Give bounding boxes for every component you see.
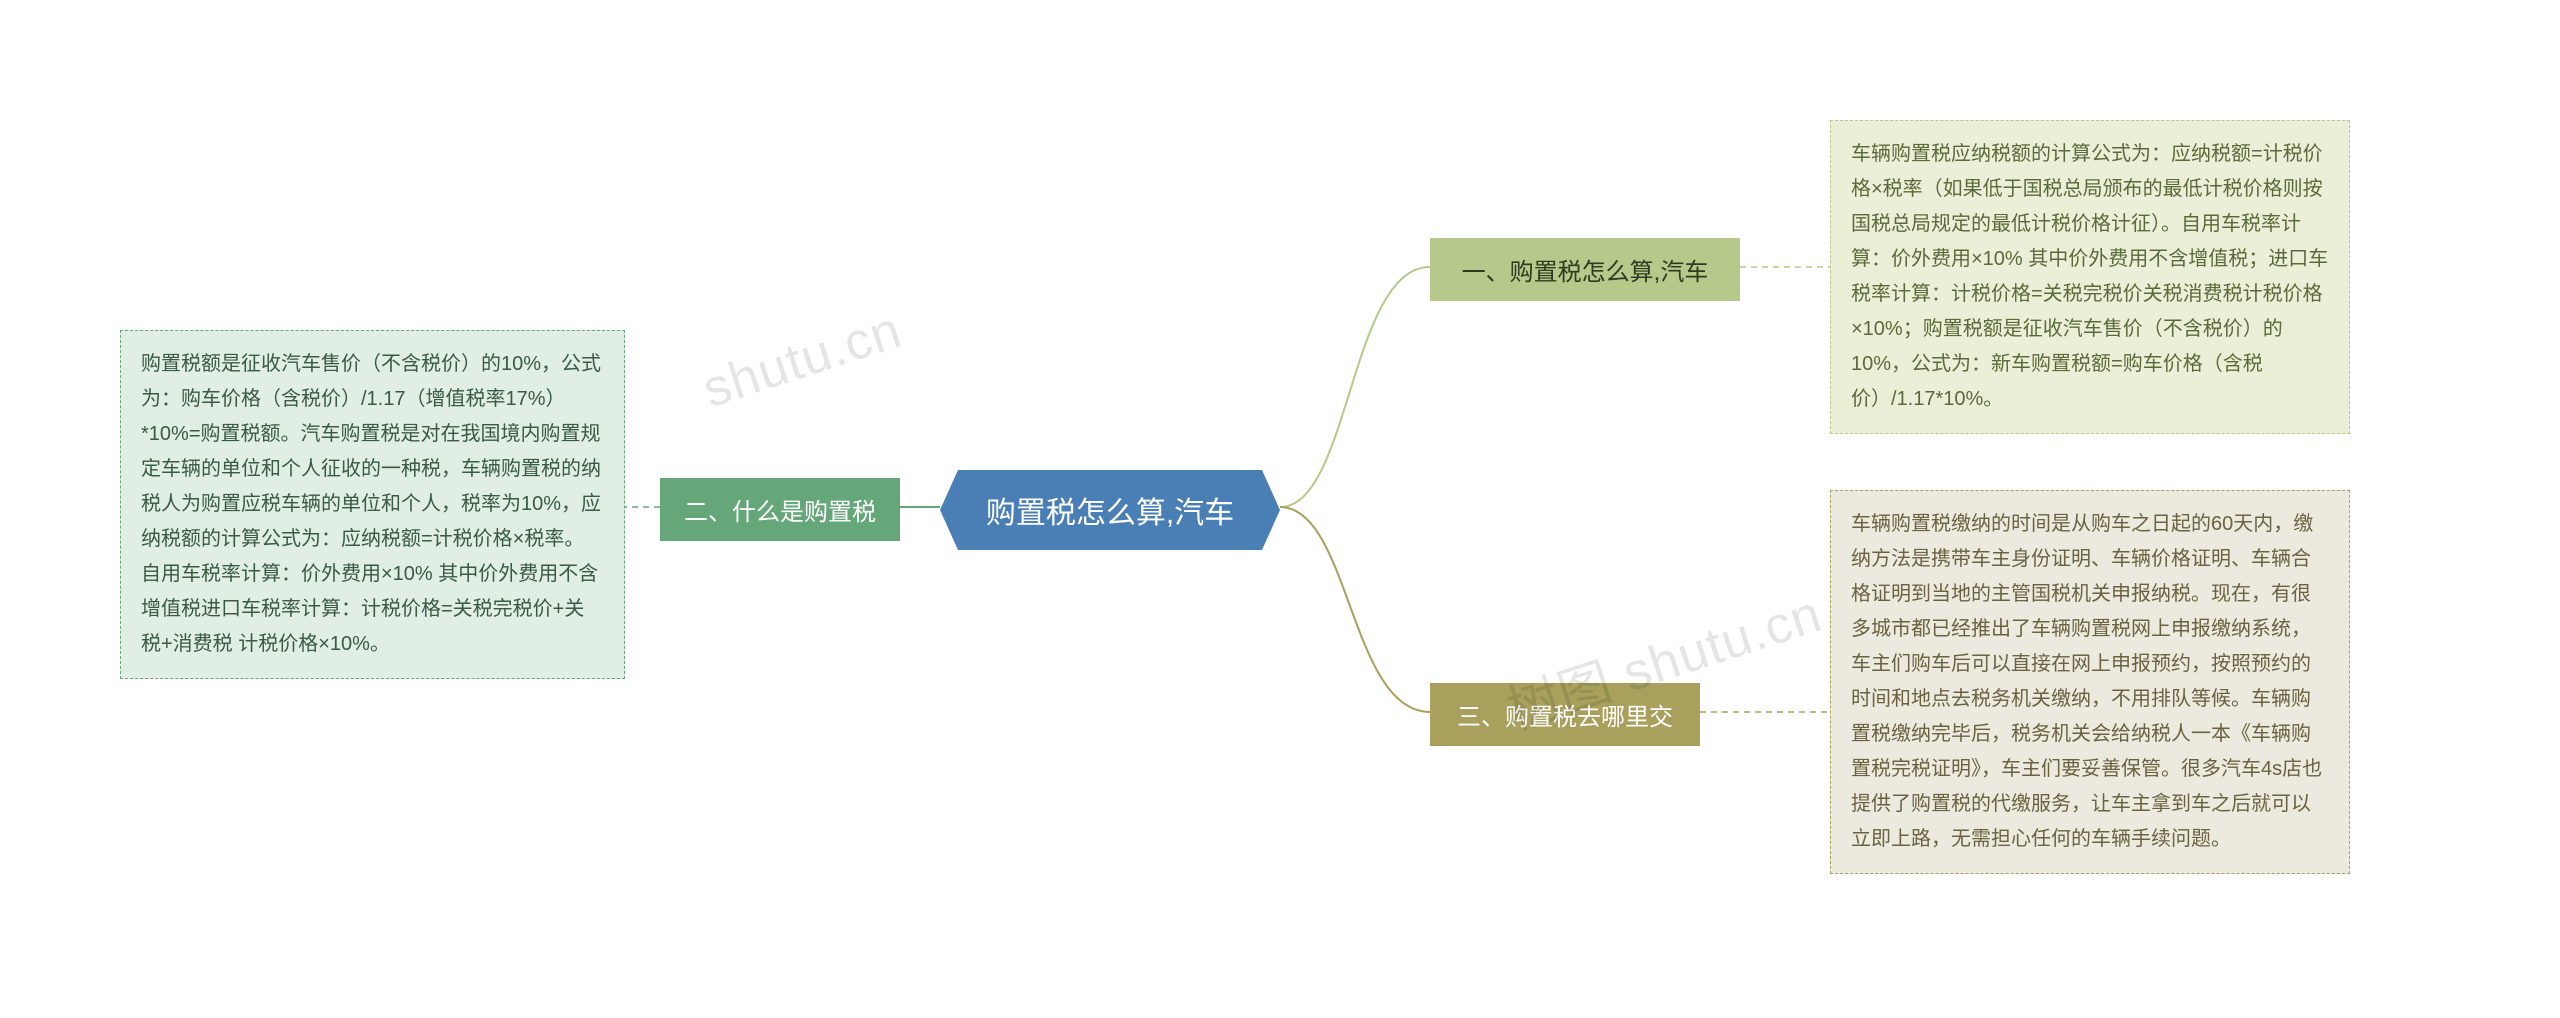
branch-node-1: 一、购置税怎么算,汽车 xyxy=(1430,238,1740,301)
detail-node-1: 车辆购置税应纳税额的计算公式为：应纳税额=计税价格×税率（如果低于国税总局颁布的… xyxy=(1830,120,2350,434)
root-label: 购置税怎么算,汽车 xyxy=(986,488,1234,532)
detail-text: 车辆购置税缴纳的时间是从购车之日起的60天内，缴纳方法是携带车主身份证明、车辆价… xyxy=(1851,507,2329,857)
branch-node-3: 三、购置税去哪里交 xyxy=(1430,683,1700,746)
branch-node-2: 二、什么是购置税 xyxy=(660,478,900,541)
detail-text: 车辆购置税应纳税额的计算公式为：应纳税额=计税价格×税率（如果低于国税总局颁布的… xyxy=(1851,137,2329,417)
detail-node-3: 车辆购置税缴纳的时间是从购车之日起的60天内，缴纳方法是携带车主身份证明、车辆价… xyxy=(1830,490,2350,874)
detail-text: 购置税额是征收汽车售价（不含税价）的10%，公式为：购车价格（含税价）/1.17… xyxy=(141,347,604,662)
branch-label: 三、购置税去哪里交 xyxy=(1457,697,1673,732)
branch-label: 二、什么是购置税 xyxy=(684,492,876,527)
detail-node-2: 购置税额是征收汽车售价（不含税价）的10%，公式为：购车价格（含税价）/1.17… xyxy=(120,330,625,679)
branch-label: 一、购置税怎么算,汽车 xyxy=(1462,252,1709,287)
root-node: 购置税怎么算,汽车 xyxy=(940,470,1280,550)
